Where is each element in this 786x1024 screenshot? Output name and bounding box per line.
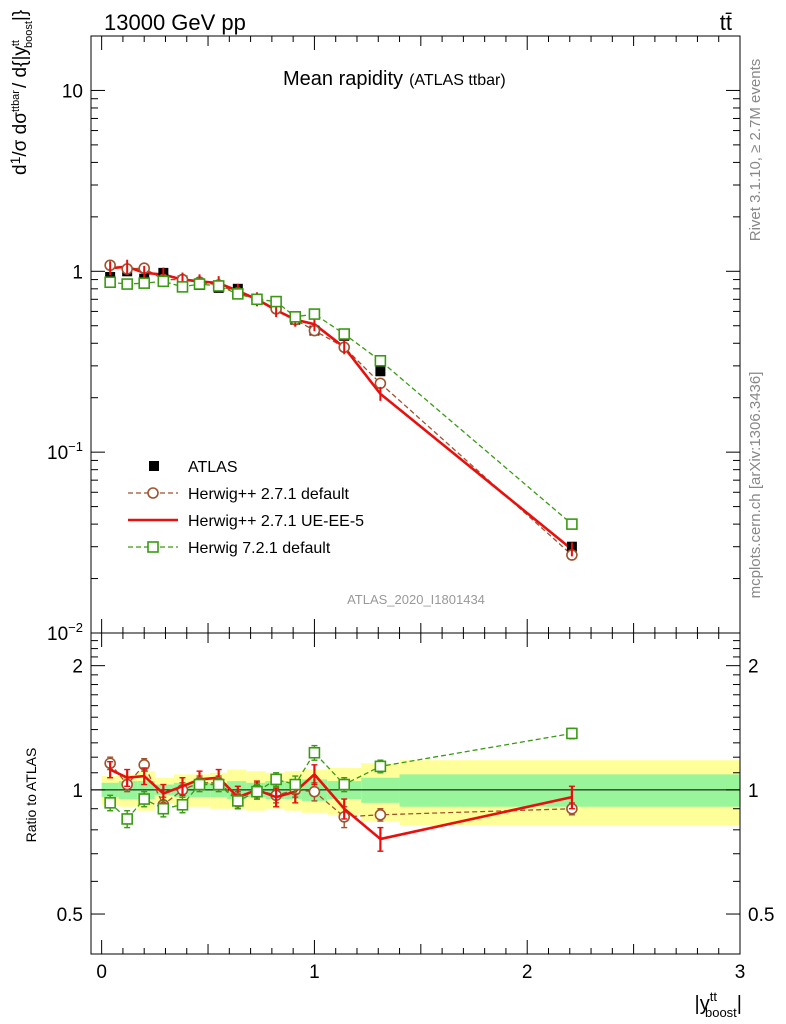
ratio-herwigpp-point	[374, 808, 387, 821]
herwig7-default-point	[157, 275, 170, 288]
herwig7-default-point	[104, 276, 116, 289]
x-tick-label: 1	[309, 962, 320, 983]
legend-marker	[147, 487, 159, 499]
plot-title-main: Mean rapidity	[283, 68, 403, 90]
atlas-data-point	[375, 366, 386, 377]
herwig7-default-point	[193, 278, 206, 290]
legend-label: Herwig 7.2.1 default	[188, 540, 331, 557]
ratio-herwig7-point	[374, 760, 387, 773]
ratio-y-tick-label-right: 2	[748, 657, 759, 678]
y-tick-label: 10−1	[47, 439, 83, 464]
y-axis-label-ratio: Ratio to ATLAS	[23, 748, 39, 843]
herwig7-default-point	[138, 277, 150, 289]
herwig7-default-point	[212, 280, 225, 292]
herwig7-default-point	[289, 311, 302, 323]
ratio-y-tick-label: 0.5	[57, 905, 83, 926]
legend-atlas-marker	[149, 461, 159, 471]
plot-title: Mean rapidity (ATLAS ttbar)	[283, 68, 506, 90]
herwig7-default-point	[566, 518, 578, 530]
ratio-herwig7-point	[176, 798, 189, 811]
herwigpp-default-line	[110, 264, 573, 556]
ratio-herwig7-point	[232, 795, 244, 807]
plot-title-sub: (ATLAS ttbar)	[409, 72, 506, 89]
y-tick-label: 1	[72, 262, 83, 283]
ratio-y-tick-label: 1	[72, 781, 83, 802]
y-axis-label-main: d1/σ dσttbar/ d{|yttboost|}	[7, 10, 35, 175]
ratio-herwig7-point	[193, 778, 206, 791]
axes-layer: 10 1 10−1 10−2 0.5 0.5 1 1 2 2 0 1 2 3	[47, 35, 774, 983]
ratio-herwig7-point	[289, 778, 302, 791]
ratio-herwig7-point	[212, 778, 225, 791]
ratio-frame	[90, 632, 741, 955]
legend: ATLAS Herwig++ 2.7.1 default Herwig++ 2.7.…	[128, 459, 364, 557]
process-label: tt̄	[720, 10, 732, 35]
legend-label: ATLAS	[188, 459, 238, 476]
y-tick-label: 10	[62, 81, 83, 102]
ratio-herwig7-point	[566, 727, 578, 740]
herwig7-default-point	[121, 278, 133, 290]
legend-label: Herwig++ 2.7.1 default	[188, 486, 350, 503]
herwig7-default-point	[308, 308, 321, 320]
rivet-version-label: Rivet 3.1.10, ≥ 2.7M events	[747, 59, 764, 242]
x-tick-label: 0	[96, 962, 107, 983]
ratio-herwigpp-point	[308, 785, 321, 798]
band-inner-segment	[399, 774, 740, 807]
analysis-id: ATLAS_2020_I1801434	[347, 592, 485, 607]
ratio-herwig7-point	[308, 746, 321, 759]
ratio-herwig7-point	[270, 773, 282, 786]
y-tick-label: 10−2	[47, 620, 83, 645]
herwig7-default-point	[270, 295, 282, 308]
ratio-herwig7-point	[157, 802, 170, 815]
ratio-y-tick-label-right: 0.5	[748, 905, 774, 926]
main-series-layer	[104, 259, 578, 561]
ratio-herwig7-point	[104, 797, 116, 809]
ratio-herwig7-point	[138, 793, 150, 805]
ratio-herwig7-point	[338, 778, 351, 791]
x-tick-label: 2	[522, 962, 533, 983]
energy-label: 13000 GeV pp	[104, 10, 246, 35]
ratio-series-layer	[104, 727, 578, 852]
x-tick-label: 3	[735, 962, 746, 983]
legend-label: Herwig++ 2.7.1 UE-EE-5	[188, 513, 364, 530]
ratio-herwig7-point	[121, 813, 133, 825]
legend-marker	[147, 541, 159, 553]
ratio-y-tick-label: 2	[72, 657, 83, 678]
herwig7-default-point	[176, 281, 189, 293]
herwig7-default-point	[232, 288, 244, 300]
herwig7-default-point	[374, 354, 387, 367]
ratio-y-tick-label-right: 1	[748, 781, 759, 802]
herwig7-default-point	[338, 328, 351, 340]
mcplots-label: mcplots.cern.ch [arXiv:1306.3436]	[747, 372, 764, 599]
ratio-herwig7-point	[251, 785, 263, 798]
herwig7-default-point	[251, 293, 263, 306]
